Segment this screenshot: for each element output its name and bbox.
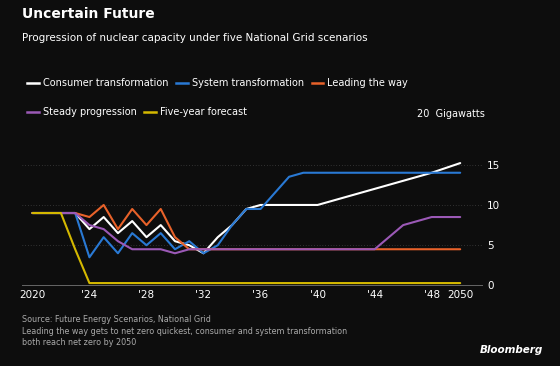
Text: Uncertain Future: Uncertain Future [22,7,155,21]
Text: 20  Gigawatts: 20 Gigawatts [417,109,484,119]
Text: Source: Future Energy Scenarios, National Grid
Leading the way gets to net zero : Source: Future Energy Scenarios, Nationa… [22,315,348,347]
Text: Progression of nuclear capacity under five National Grid scenarios: Progression of nuclear capacity under fi… [22,33,368,43]
Text: Bloomberg: Bloomberg [480,345,543,355]
Legend: Steady progression, Five-year forecast: Steady progression, Five-year forecast [27,107,247,117]
Legend: Consumer transformation, System transformation, Leading the way: Consumer transformation, System transfor… [27,78,408,88]
